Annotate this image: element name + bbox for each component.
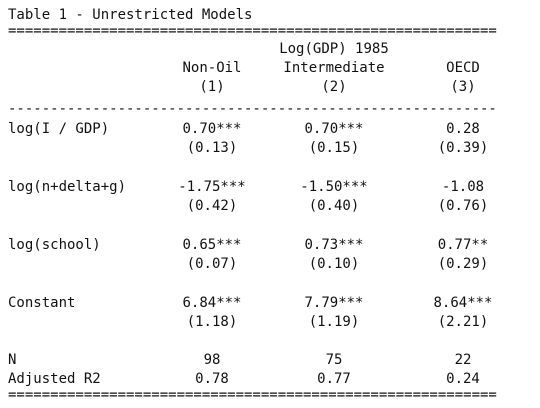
table-row-est: log(school) 0.65*** 0.73*** 0.77** [0, 236, 540, 255]
table-row-est: log(I / GDP) 0.70*** 0.70*** 0.28 [0, 120, 540, 139]
std-error-cell: (0.76) [437, 198, 489, 214]
std-error-cell: (0.10) [308, 256, 360, 272]
stat-label: N [8, 352, 17, 368]
std-error-cell: (0.42) [186, 198, 238, 214]
std-error-cell: (0.39) [437, 140, 489, 156]
estimate-cell: 7.79*** [304, 295, 364, 311]
std-error-cell: (0.29) [437, 256, 489, 272]
estimate-cell: 0.65*** [182, 237, 242, 253]
std-error-cell: (2.21) [437, 314, 489, 330]
row-label: log(n+delta+g) [8, 179, 127, 195]
row-label: Constant [8, 295, 76, 311]
estimate-cell: 0.70*** [182, 121, 242, 137]
table-row-se: (0.42) (0.40) (0.76) [0, 197, 540, 216]
row-label: log(I / GDP) [8, 121, 110, 137]
stat-cell: 22 [454, 352, 472, 368]
header-single-rule: ----------------------------------------… [8, 101, 497, 117]
stat-cell: 0.77 [317, 371, 351, 387]
table-row-se: (1.18) (1.19) (2.21) [0, 313, 540, 332]
stat-cell: 75 [325, 352, 343, 368]
std-error-cell: (0.15) [308, 140, 360, 156]
stats-row-adjusted-r2: Adjusted R2 0.78 0.77 0.24 [0, 370, 540, 389]
stat-label: Adjusted R2 [8, 371, 101, 387]
std-error-cell: (1.18) [186, 314, 238, 330]
estimate-cell: -1.50*** [300, 179, 368, 195]
table-row-se: (0.07) (0.10) (0.29) [0, 255, 540, 274]
stats-row-n: N 98 75 22 [0, 351, 540, 370]
estimate-cell: 0.77** [437, 237, 489, 253]
std-error-cell: (0.07) [186, 256, 238, 272]
estimate-cell: -1.75*** [178, 179, 246, 195]
std-error-cell: (0.40) [308, 198, 360, 214]
std-error-cell: (1.19) [308, 314, 360, 330]
row-label: log(school) [8, 237, 101, 253]
estimate-cell: 8.64*** [433, 295, 493, 311]
header-col-3-name: OECD [446, 60, 480, 76]
std-error-cell: (0.13) [186, 140, 238, 156]
stat-cell: 0.24 [446, 371, 480, 387]
table-row-est: Constant 6.84*** 7.79*** 8.64*** [0, 294, 540, 313]
table-title: Table 1 - Unrestricted Models [8, 7, 253, 23]
header-col-1-name: Non-Oil [182, 60, 242, 76]
stat-cell: 98 [203, 352, 221, 368]
estimate-cell: 0.28 [446, 121, 480, 137]
header-col-2-name: Intermediate [283, 60, 385, 76]
table-row-est: log(n+delta+g) -1.75*** -1.50*** -1.08 [0, 178, 540, 197]
top-double-rule: ========================================… [8, 23, 497, 39]
bottom-double-rule: ========================================… [8, 387, 497, 403]
header-group-label: Log(GDP) 1985 [279, 41, 389, 57]
estimate-cell: 6.84*** [182, 295, 242, 311]
table-row-se: (0.13) (0.15) (0.39) [0, 139, 540, 158]
estimate-cell: 0.70*** [304, 121, 364, 137]
header-col-1-num: (1) [199, 79, 225, 95]
stat-cell: 0.78 [195, 371, 229, 387]
header-col-2-num: (2) [321, 79, 347, 95]
header-col-3-num: (3) [450, 79, 476, 95]
estimate-cell: -1.08 [441, 179, 485, 195]
estimate-cell: 0.73*** [304, 237, 364, 253]
